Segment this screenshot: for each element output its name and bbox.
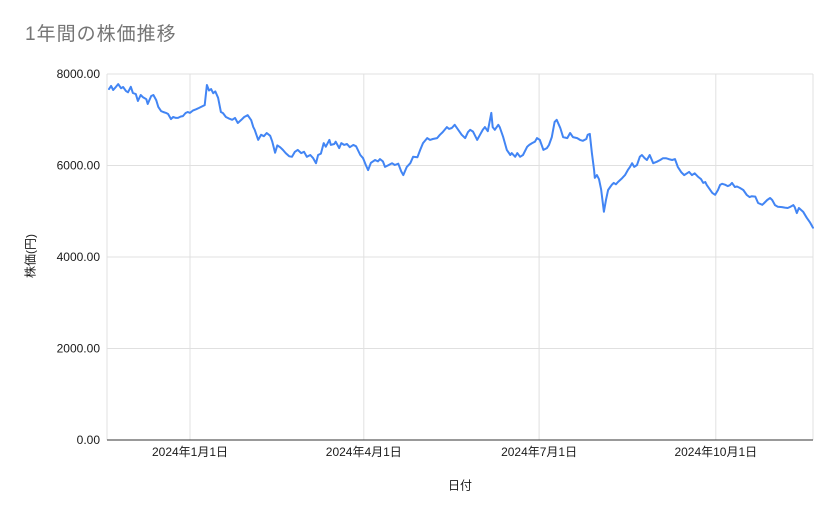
y-axis-title: 株価(円) (23, 234, 38, 278)
y-tick-label: 4000.00 (57, 250, 101, 264)
price-line-series (108, 83, 814, 229)
x-axis-title: 日付 (447, 478, 473, 493)
chart-title: 1年間の株価推移 (25, 24, 177, 45)
y-tick-label: 2000.00 (57, 342, 101, 356)
y-tick-label: 6000.00 (57, 159, 101, 173)
x-tick-label: 2024年1月1日 (152, 445, 228, 459)
x-tick-label: 2024年4月1日 (326, 445, 402, 459)
x-tick-label: 2024年7月1日 (501, 445, 577, 459)
y-tick-label: 0.00 (77, 433, 101, 447)
y-tick-label: 8000.00 (57, 67, 101, 81)
x-tick-label: 2024年10月1日 (674, 445, 757, 459)
